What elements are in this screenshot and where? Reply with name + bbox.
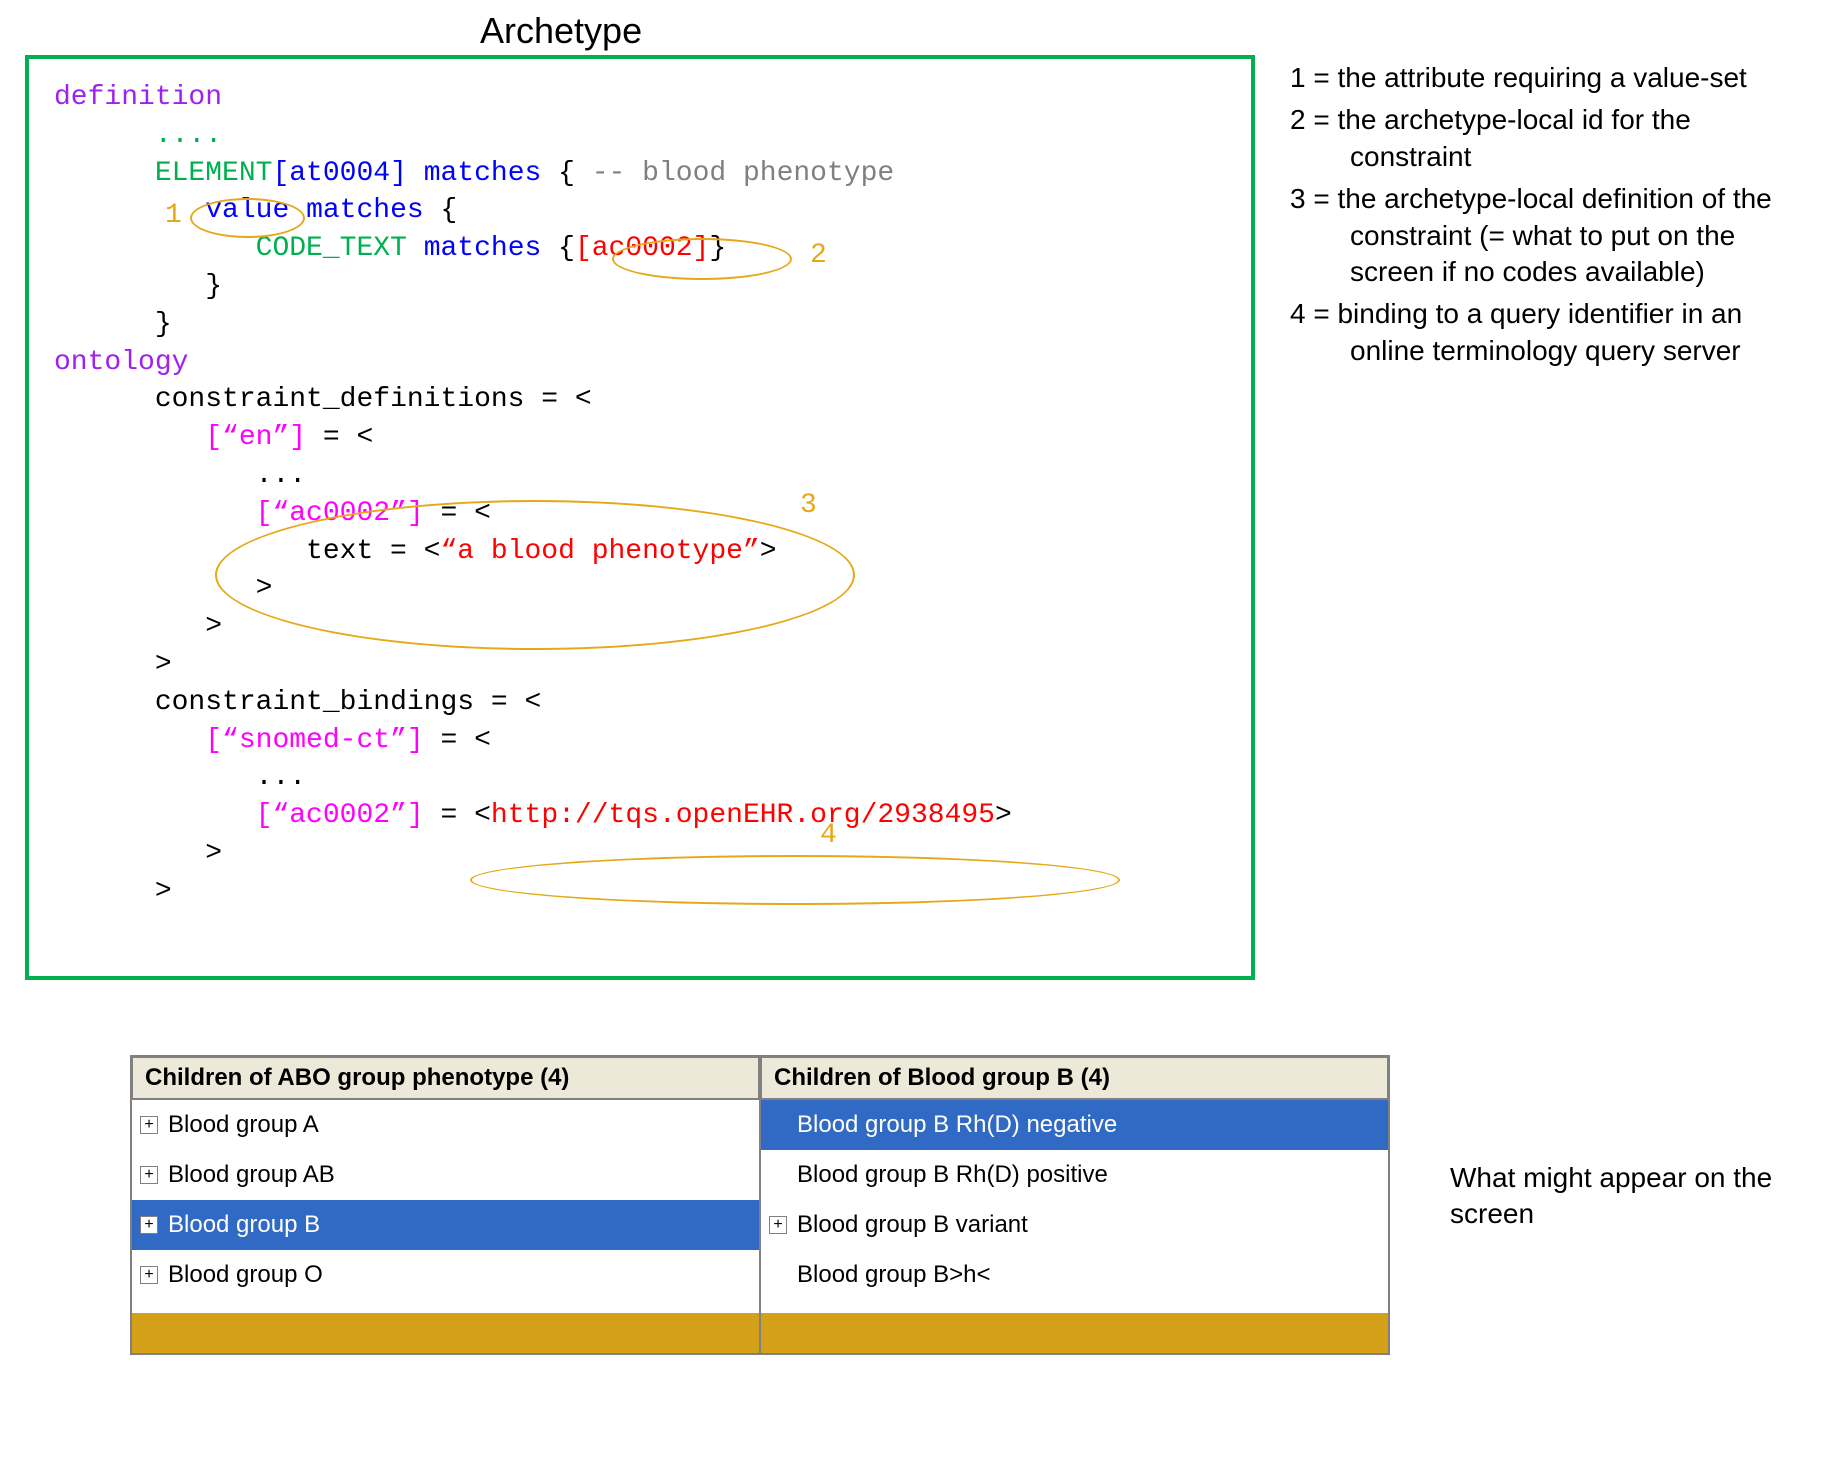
expand-icon[interactable]: +	[140, 1116, 158, 1134]
expand-icon[interactable]: +	[140, 1266, 158, 1284]
expand-spacer	[769, 1166, 787, 1184]
list-item[interactable]: + Blood group B	[132, 1200, 759, 1250]
kw-ontology: ontology	[54, 347, 188, 378]
list-item-label: Blood group B variant	[797, 1211, 1028, 1239]
browser-right-header: Children of Blood group B (4)	[761, 1057, 1388, 1100]
legend-item-2: 2 = the archetype-local id for the const…	[1290, 102, 1800, 175]
dots3a: ...	[256, 460, 306, 491]
list-item[interactable]: + Blood group A	[132, 1100, 759, 1150]
list-item[interactable]: + Blood group O	[132, 1250, 759, 1300]
kw-matches: matches	[424, 158, 542, 189]
list-item[interactable]: Blood group B Rh(D) negative	[761, 1100, 1388, 1150]
eqo1: = <	[306, 422, 373, 453]
list-item-label: Blood group B Rh(D) positive	[797, 1161, 1108, 1189]
brace: {	[558, 158, 575, 189]
gt4: >	[995, 800, 1012, 831]
ellipse-3	[215, 500, 855, 650]
expand-icon[interactable]: +	[140, 1166, 158, 1184]
list-item[interactable]: Blood group B Rh(D) positive	[761, 1150, 1388, 1200]
annot-3: 3	[800, 490, 817, 521]
eqo3: = <	[424, 725, 491, 756]
browser-left-footer	[132, 1313, 759, 1353]
list-item-label: Blood group B Rh(D) negative	[797, 1111, 1117, 1139]
annot-2: 2	[810, 240, 827, 271]
brace3: {	[558, 233, 575, 264]
browser-left-header: Children of ABO group phenotype (4)	[132, 1057, 759, 1100]
type-codetext: CODE_TEXT	[256, 233, 407, 264]
gt2: >	[205, 611, 222, 642]
expand-spacer	[769, 1116, 787, 1134]
expand-spacer	[769, 1266, 787, 1284]
list-item[interactable]: + Blood group B variant	[761, 1200, 1388, 1250]
kw-definition: definition	[54, 82, 222, 113]
screen-note: What might appear on the screen	[1450, 1160, 1829, 1233]
browser-right-column: Children of Blood group B (4) Blood grou…	[761, 1057, 1388, 1353]
url: http://tqs.openEHR.org/2938495	[491, 800, 995, 831]
list-item-label: Blood group AB	[168, 1161, 335, 1189]
ellipse-4	[470, 855, 1120, 905]
ac-key2: [“ac0002”]	[256, 800, 424, 831]
brace2: {	[441, 195, 458, 226]
legend: 1 = the attribute requiring a value-set …	[1290, 60, 1800, 375]
browser-right-body: Blood group B Rh(D) negative Blood group …	[761, 1100, 1388, 1313]
diagram-title: Archetype	[480, 10, 642, 52]
lt: <	[474, 800, 491, 831]
legend-item-3: 3 = the archetype-local definition of th…	[1290, 181, 1800, 290]
kw-matches2: matches	[306, 195, 424, 226]
gt6: >	[155, 876, 172, 907]
list-item[interactable]: + Blood group AB	[132, 1150, 759, 1200]
legend-item-4: 4 = binding to a query identifier in an …	[1290, 296, 1800, 369]
expand-icon[interactable]: +	[769, 1216, 787, 1234]
gt5: >	[205, 838, 222, 869]
snomed-key: [“snomed-ct”]	[205, 725, 423, 756]
type-element: ELEMENT	[155, 158, 273, 189]
terminology-browser: Children of ABO group phenotype (4) +Blo…	[130, 1055, 1390, 1355]
legend-item-1: 1 = the attribute requiring a value-set	[1290, 60, 1800, 96]
browser-left-body: + Blood group A + Blood group AB + Blood grou…	[132, 1100, 759, 1313]
comment: -- blood phenotype	[592, 158, 894, 189]
en-key: [“en”]	[205, 422, 306, 453]
brace2c: }	[205, 271, 222, 302]
annot-4: 4	[820, 820, 837, 851]
kw-matches3: matches	[424, 233, 542, 264]
expand-icon[interactable]: +	[140, 1216, 158, 1234]
browser-right-footer	[761, 1313, 1388, 1353]
cd-line: constraint_definitions = <	[155, 384, 592, 415]
list-item[interactable]: Blood group B>h<	[761, 1250, 1388, 1300]
annot-1: 1	[165, 200, 182, 231]
list-item-label: Blood group B>h<	[797, 1261, 991, 1289]
ellipse-2	[612, 238, 792, 280]
cb-line: constraint_bindings = <	[155, 687, 541, 718]
list-item-label: Blood group O	[168, 1261, 323, 1289]
ellipse-1	[190, 198, 305, 238]
list-item-label: Blood group B	[168, 1211, 320, 1239]
browser-left-column: Children of ABO group phenotype (4) + Blo…	[132, 1057, 761, 1353]
atcode: [at0004]	[272, 158, 406, 189]
gt3: >	[155, 649, 172, 680]
brace1c: }	[155, 309, 172, 340]
dots: ....	[155, 120, 222, 151]
list-item-label: Blood group A	[168, 1111, 319, 1139]
dots3b: ...	[256, 762, 306, 793]
